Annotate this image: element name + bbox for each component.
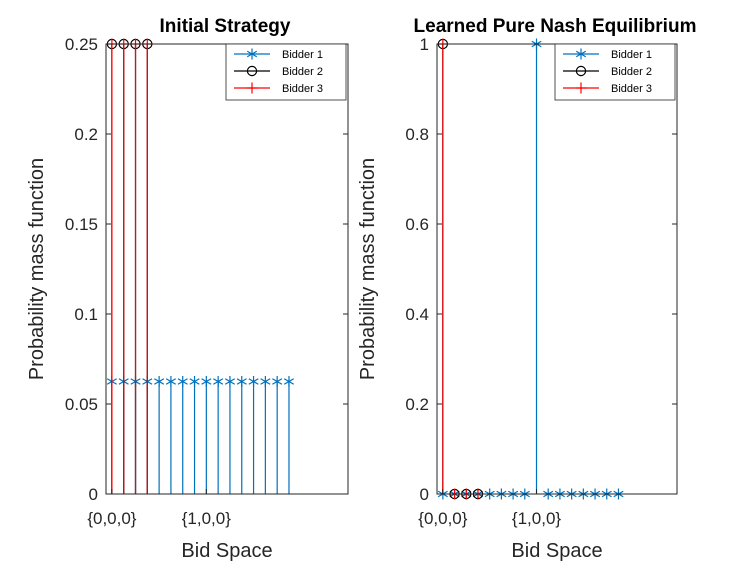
panel-initial-strategy: 0 0.05 0.1 0.15 0.2 0.25 {0,0,0} {1,0,0} Initi… bbox=[26, 16, 349, 562]
y-tick-label: 0 bbox=[89, 485, 98, 504]
legend-box bbox=[225, 43, 347, 101]
y-tick-label: 0.6 bbox=[405, 215, 429, 234]
legend-label: Bidder 2 bbox=[611, 66, 652, 78]
data-point-asterisk bbox=[154, 376, 165, 387]
y-axis-ticks: 0 0.05 0.1 0.15 0.2 0.25 bbox=[65, 35, 348, 504]
x-tick-label: {0,0,0} bbox=[87, 509, 136, 528]
data-point-asterisk bbox=[165, 376, 176, 387]
y-tick-label: 1 bbox=[420, 35, 429, 54]
chart-marks bbox=[106, 38, 295, 494]
legend: Bidder 1 Bidder 2 Bidder 3 bbox=[225, 43, 347, 101]
data-point-asterisk bbox=[201, 376, 212, 387]
legend-label: Bidder 1 bbox=[282, 49, 323, 61]
legend-item-bidder-3: Bidder 3 bbox=[563, 82, 652, 95]
legend-marker-asterisk bbox=[575, 48, 587, 60]
plot-area bbox=[437, 44, 677, 494]
data-point-asterisk bbox=[236, 376, 247, 387]
legend-label: Bidder 3 bbox=[611, 83, 652, 95]
y-axis-label: Probability mass function bbox=[357, 158, 379, 380]
data-point-asterisk bbox=[177, 376, 188, 387]
legend-marker-plus bbox=[575, 82, 587, 94]
data-point-asterisk bbox=[248, 376, 259, 387]
data-point-asterisk bbox=[272, 376, 283, 387]
legend-label: Bidder 1 bbox=[611, 49, 652, 61]
data-point-asterisk bbox=[283, 376, 295, 387]
x-axis-label: Bid Space bbox=[181, 540, 272, 562]
data-point-asterisk bbox=[224, 376, 236, 387]
y-tick-label: 0.1 bbox=[74, 305, 98, 324]
panel-learned-pure-nash-equilibrium: 0 0.2 0.4 0.6 0.8 1 {0,0,0} {1,0,0} Learned Pu… bbox=[357, 16, 696, 562]
legend-marker-circle bbox=[246, 65, 258, 77]
legend-item-bidder-2: Bidder 2 bbox=[234, 65, 323, 78]
chart-title: Learned Pure Nash Equilibrium bbox=[414, 16, 697, 37]
data-point-asterisk bbox=[213, 376, 224, 387]
legend-item-bidder-1: Bidder 1 bbox=[234, 48, 323, 61]
x-axis-label: Bid Space bbox=[511, 540, 602, 562]
legend-marker-plus bbox=[246, 82, 258, 94]
data-point-asterisk bbox=[189, 376, 200, 387]
x-axis-ticks: {0,0,0} {1,0,0} bbox=[418, 489, 561, 528]
y-tick-label: 0.05 bbox=[65, 395, 98, 414]
x-tick-label: {1,0,0} bbox=[512, 509, 561, 528]
legend-label: Bidder 3 bbox=[282, 83, 323, 95]
x-tick-label: {0,0,0} bbox=[418, 509, 467, 528]
x-tick-label: {1,0,0} bbox=[182, 509, 231, 528]
y-axis-label: Probability mass function bbox=[26, 158, 48, 380]
legend-item-bidder-3: Bidder 3 bbox=[234, 82, 323, 95]
y-tick-label: 0.2 bbox=[405, 395, 429, 414]
legend-marker-asterisk bbox=[246, 48, 258, 60]
legend-marker-circle bbox=[575, 65, 587, 77]
legend-label: Bidder 2 bbox=[282, 66, 323, 78]
y-axis-ticks: 0 0.2 0.4 0.6 0.8 1 bbox=[405, 35, 677, 504]
chart-title: Initial Strategy bbox=[160, 16, 291, 37]
y-tick-label: 0.4 bbox=[405, 305, 429, 324]
data-point-asterisk bbox=[260, 376, 271, 387]
y-tick-label: 0 bbox=[420, 485, 429, 504]
y-tick-label: 0.8 bbox=[405, 125, 429, 144]
legend-item-bidder-1: Bidder 1 bbox=[563, 48, 652, 61]
x-axis-ticks: {0,0,0} {1,0,0} bbox=[87, 489, 231, 528]
plot-area bbox=[106, 44, 348, 494]
series-bidder-3 bbox=[106, 38, 153, 494]
y-tick-label: 0.15 bbox=[65, 215, 98, 234]
legend-item-bidder-2: Bidder 2 bbox=[563, 65, 652, 78]
y-tick-label: 0.25 bbox=[65, 35, 98, 54]
legend-box bbox=[554, 43, 676, 101]
y-tick-label: 0.2 bbox=[74, 125, 98, 144]
legend: Bidder 1 Bidder 2 Bidder 3 bbox=[554, 43, 676, 101]
